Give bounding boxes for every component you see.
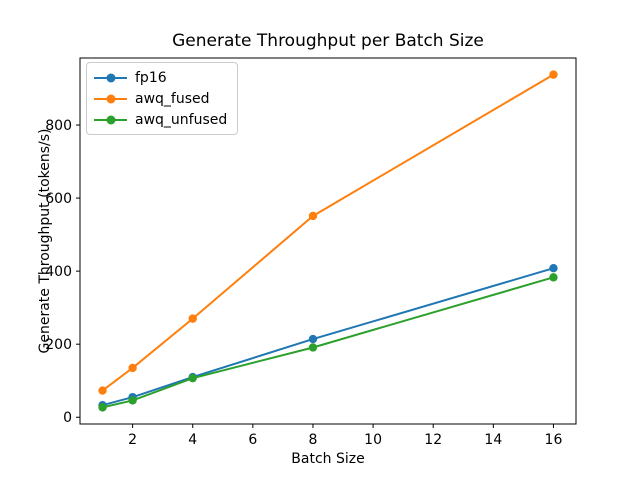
x-tick-label: 6 — [248, 432, 257, 448]
series-marker-awq_unfused — [128, 396, 137, 405]
series-marker-awq_unfused — [98, 403, 107, 412]
y-tick-label: 800 — [45, 118, 72, 134]
legend-marker-fp16 — [94, 72, 127, 84]
y-tick-label: 600 — [45, 191, 72, 207]
x-tick-label: 8 — [309, 432, 318, 448]
x-tick-label: 10 — [364, 432, 382, 448]
legend: fp16 awq_fused awq_unfused — [86, 62, 239, 135]
x-tick-label: 12 — [424, 432, 442, 448]
x-axis-label: Batch Size — [291, 451, 365, 467]
legend-label-awq-unfused: awq_unfused — [135, 111, 228, 128]
legend-item-fp16: fp16 — [94, 67, 227, 88]
series-marker-awq_fused — [549, 70, 558, 79]
series-marker-awq_fused — [98, 386, 107, 395]
legend-marker-awq-unfused — [94, 114, 127, 126]
legend-marker-awq-fused — [94, 93, 127, 105]
legend-item-awq-fused: awq_fused — [94, 88, 227, 109]
x-tick-label: 2 — [128, 432, 137, 448]
series-marker-awq_unfused — [188, 373, 197, 383]
series-marker-awq_fused — [188, 314, 197, 323]
y-axis-label: Generate Throughput (tokens/s) — [37, 128, 53, 354]
y-tick-label: 0 — [63, 410, 72, 426]
series-marker-awq_fused — [128, 363, 137, 373]
series-marker-awq_unfused — [308, 343, 318, 352]
x-tick-label: 14 — [484, 432, 502, 448]
series-marker-fp16 — [308, 334, 318, 344]
legend-item-awq-unfused: awq_unfused — [94, 109, 227, 130]
legend-label-fp16: fp16 — [135, 69, 167, 86]
y-tick-label: 200 — [45, 337, 72, 353]
series-marker-awq_fused — [308, 211, 318, 221]
series-line-awq_unfused — [101, 276, 555, 409]
x-tick-label: 4 — [188, 432, 197, 448]
plot-spines — [79, 57, 577, 425]
series-marker-awq_unfused — [549, 273, 558, 282]
legend-label-awq-fused: awq_fused — [135, 90, 210, 107]
chart-title: Generate Throughput per Batch Size — [172, 31, 484, 51]
series-marker-fp16 — [549, 264, 558, 273]
y-tick-label: 400 — [45, 264, 72, 280]
x-tick-label: 16 — [545, 432, 563, 448]
